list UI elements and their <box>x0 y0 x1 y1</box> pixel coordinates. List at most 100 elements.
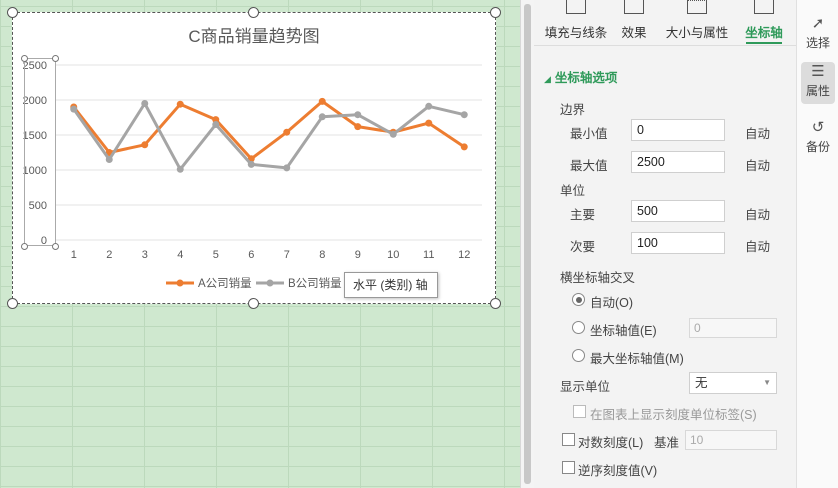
x-tick-label: 10 <box>387 249 399 261</box>
display-units-select[interactable]: 无 ▼ <box>689 372 777 394</box>
section-axis-options[interactable]: ◢ 坐标轴选项 <box>544 71 618 85</box>
cross-max-radio[interactable] <box>572 349 585 362</box>
active-tab-indicator <box>746 42 782 44</box>
y-tick-label: 1500 <box>23 130 47 142</box>
legend-marker <box>176 279 184 287</box>
data-point <box>460 111 468 119</box>
y-tick-label: 1000 <box>23 165 47 177</box>
cross-value-radio[interactable] <box>572 321 585 334</box>
backup-tool-button[interactable]: ↺ 备份 <box>801 118 835 160</box>
data-point <box>460 143 468 151</box>
display-units-label: 显示单位 <box>560 380 611 394</box>
sliders-icon: ☰ <box>811 63 825 80</box>
cross-value-label: 坐标轴值(E) <box>590 324 657 338</box>
reverse-order-checkbox[interactable] <box>562 461 575 474</box>
data-point <box>425 119 433 127</box>
show-units-label: 在图表上显示刻度单位标签(S) <box>590 408 757 422</box>
log-scale-label: 对数刻度(L) <box>578 436 644 450</box>
x-tick-label: 9 <box>355 249 361 261</box>
x-tick-label: 1 <box>71 249 77 261</box>
series-line-1 <box>72 99 466 161</box>
data-point <box>425 102 433 110</box>
cross-auto-radio[interactable] <box>572 293 585 306</box>
series-lines <box>70 97 468 173</box>
resize-handle-bottom-right[interactable] <box>490 298 501 309</box>
show-units-checkbox[interactable] <box>573 405 586 418</box>
legend: A公司销量 B公司销量 <box>166 276 342 290</box>
x-tick-label: 3 <box>142 249 148 261</box>
panel-tabs: 填充与线条 效果 大小与属性 坐标轴 <box>534 0 796 46</box>
axis-bars-icon <box>754 0 774 14</box>
min-bound-input[interactable]: 0 <box>631 119 725 141</box>
log-scale-checkbox[interactable] <box>562 433 575 446</box>
resize-handle-top-right[interactable] <box>490 7 501 18</box>
resize-handle-bottom[interactable] <box>248 298 259 309</box>
x-tick-label: 5 <box>213 249 219 261</box>
tab-axis[interactable]: 坐标轴 <box>740 0 788 46</box>
major-unit-input[interactable]: 500 <box>631 200 725 222</box>
scrollbar-thumb[interactable] <box>524 4 531 484</box>
x-tick-label: 7 <box>284 249 290 261</box>
tab-size-properties[interactable]: 大小与属性 <box>660 0 734 46</box>
axis-tooltip: 水平 (类别) 轴 <box>344 272 438 298</box>
data-point <box>105 156 113 163</box>
x-tick-label: 8 <box>319 249 325 261</box>
collapse-triangle-icon: ◢ <box>544 74 551 84</box>
max-auto-button[interactable]: 自动 <box>745 159 771 173</box>
format-axis-panel: 填充与线条 效果 大小与属性 坐标轴 ◢ 坐标轴选项 边界 最小值 0 自动 最大… <box>534 0 796 488</box>
units-label: 单位 <box>560 184 586 198</box>
y-tick-label: 2500 <box>23 60 47 72</box>
data-point <box>141 100 149 107</box>
tab-effects[interactable]: 效果 <box>616 0 652 46</box>
axis-handle[interactable] <box>52 55 59 62</box>
gridlines <box>56 64 482 241</box>
reverse-order-label: 逆序刻度值(V) <box>578 464 658 478</box>
cross-max-label: 最大坐标轴值(M) <box>590 352 684 366</box>
cross-value-input[interactable]: 0 <box>689 318 777 338</box>
data-point <box>247 160 255 168</box>
resize-handle-top-left[interactable] <box>7 7 18 18</box>
max-bound-input[interactable]: 2500 <box>631 151 725 173</box>
axis-handle[interactable] <box>52 243 59 250</box>
x-tick-label: 11 <box>423 249 434 261</box>
axis-handle[interactable] <box>21 243 28 250</box>
minor-auto-button[interactable]: 自动 <box>745 240 771 254</box>
y-tick-label: 500 <box>29 200 47 212</box>
right-tool-rail: ➚ 选择 ☰ 属性 ↺ 备份 <box>796 0 838 488</box>
min-auto-button[interactable]: 自动 <box>745 127 771 141</box>
vertical-scrollbar[interactable] <box>520 0 534 488</box>
data-point <box>354 123 362 131</box>
dropdown-arrow-icon: ▼ <box>763 378 771 387</box>
history-icon: ↺ <box>811 119 825 136</box>
data-point <box>176 165 184 173</box>
resize-handle-bottom-left[interactable] <box>7 298 18 309</box>
data-point <box>318 113 326 121</box>
pointer-icon: ➚ <box>811 15 825 32</box>
max-label: 最大值 <box>570 159 608 173</box>
size-icon <box>687 0 707 14</box>
x-axis-tick-labels: 1 2 3 4 5 6 7 8 9 10 11 12 <box>71 249 471 261</box>
minor-unit-input[interactable]: 100 <box>631 232 725 254</box>
data-point <box>212 121 220 128</box>
major-label: 主要 <box>570 208 596 222</box>
axis-handle[interactable] <box>21 55 28 62</box>
major-auto-button[interactable]: 自动 <box>745 208 771 222</box>
x-tick-label: 4 <box>177 249 183 261</box>
chart-title[interactable]: C商品销量趋势图 <box>188 27 319 46</box>
x-tick-label: 6 <box>248 249 254 261</box>
x-tick-label: 2 <box>106 249 112 261</box>
properties-tool-button[interactable]: ☰ 属性 <box>801 62 835 104</box>
select-tool-button[interactable]: ➚ 选择 <box>801 14 835 56</box>
data-point <box>318 97 326 105</box>
y-axis-selection[interactable] <box>24 58 56 246</box>
fill-bucket-icon <box>566 0 586 14</box>
log-base-input[interactable]: 10 <box>685 430 777 450</box>
legend-label: B公司销量 <box>288 276 342 290</box>
data-point <box>283 164 291 172</box>
data-point <box>354 111 362 119</box>
base-label: 基准 <box>654 436 680 450</box>
tab-fill-line[interactable]: 填充与线条 <box>538 0 614 46</box>
series-line-2 <box>72 102 465 171</box>
resize-handle-top[interactable] <box>248 7 259 18</box>
cross-auto-label: 自动(O) <box>590 296 634 310</box>
